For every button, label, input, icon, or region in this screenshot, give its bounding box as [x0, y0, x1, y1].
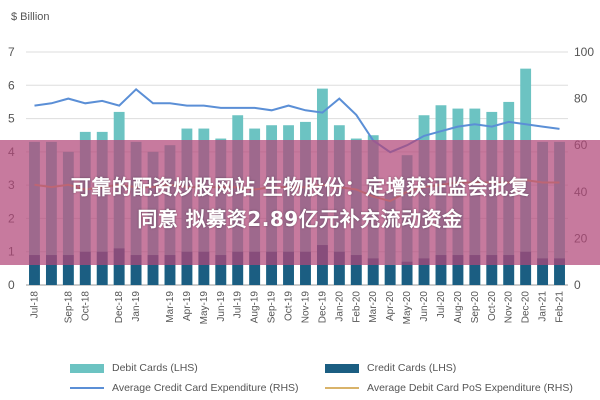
y-tick-label: 0 [8, 278, 15, 292]
x-tick-label: Jul-18 [29, 291, 40, 319]
x-tick-label: Dec-20 [521, 291, 532, 324]
bar-credit [113, 248, 125, 285]
x-tick-label: Jun-19 [216, 291, 227, 322]
y2-tick-label: 0 [574, 278, 581, 292]
legend-swatch-avg-credit [70, 387, 104, 389]
x-tick-label: Sep-19 [267, 291, 278, 324]
bar-credit [181, 251, 193, 285]
bar-credit [283, 251, 294, 285]
x-tick-label: Aug-20 [453, 291, 464, 324]
bar-credit [215, 255, 227, 285]
x-tick-label: Jan-19 [131, 291, 142, 322]
x-tick-label: Jun-20 [419, 291, 430, 322]
x-tick-label: Jan-20 [334, 291, 345, 322]
legend-item-credit-cards: Credit Cards (LHS) [325, 362, 456, 374]
bar-credit [62, 255, 74, 285]
bar-credit [249, 251, 261, 285]
legend-item-avg-credit: Average Credit Card Expenditure (RHS) [70, 382, 299, 394]
legend-label-credit: Credit Cards (LHS) [367, 362, 457, 374]
bar-credit [350, 255, 362, 285]
y-tick-label: 6 [8, 78, 15, 92]
legend-label-avg-debit: Average Debit Card PoS Expenditure (RHS) [367, 382, 573, 394]
bar-credit [130, 255, 142, 285]
x-tick-label: Nov-20 [504, 291, 515, 324]
bar-credit [537, 258, 549, 285]
line-avg-credit [34, 87, 560, 154]
x-tick-label: Feb-20 [351, 291, 362, 323]
headline-line-1: 可靠的配资炒股网站 生物股份：定增获证监会批复 [70, 174, 530, 199]
x-tick-label: Dec-18 [114, 291, 125, 324]
bar-credit [435, 255, 447, 285]
x-tick-label: Nov-19 [300, 291, 311, 324]
bar-credit [79, 251, 91, 285]
bar-credit [418, 258, 430, 285]
bar-credit [96, 251, 108, 285]
bar-credit [469, 255, 481, 285]
x-tick-label: Jul-20 [436, 291, 447, 319]
bar-credit [333, 251, 345, 285]
x-tick-label: Oct-20 [487, 291, 498, 321]
bar-credit [503, 255, 515, 285]
bar-credit [147, 255, 159, 285]
y2-tick-label: 80 [574, 92, 588, 106]
x-tick-label: Sep-18 [63, 291, 74, 324]
bar-credit [384, 265, 396, 285]
bar-credit [520, 251, 532, 285]
bar-credit [198, 251, 210, 285]
x-tick-label: Mar-20 [368, 291, 379, 323]
x-tick-label: Oct-18 [80, 291, 91, 321]
x-tick-label: Oct-19 [284, 291, 295, 321]
bar-credit [29, 255, 40, 285]
bar-credit [554, 258, 565, 285]
x-tick-label: Jul-19 [233, 291, 244, 319]
legend-item-avg-debit: Average Debit Card PoS Expenditure (RHS) [325, 382, 573, 394]
x-tick-label: May-20 [402, 291, 413, 325]
y-axis-label: $ Billion [11, 11, 50, 23]
x-tick-label: Apr-20 [385, 291, 396, 321]
x-tick-label: Apr-19 [182, 291, 193, 321]
legend-swatch-debit [70, 363, 104, 373]
y-tick-label: 5 [8, 112, 15, 126]
headline-banner[interactable]: 可靠的配资炒股网站 生物股份：定增获证监会批复 同意 拟募资2.89亿元补充流动… [0, 140, 600, 265]
bar-credit [316, 245, 328, 285]
bar-credit [452, 255, 464, 285]
x-tick-label: May-19 [199, 291, 210, 325]
y-tick-label: 7 [8, 45, 15, 59]
x-tick-label: Aug-19 [250, 291, 261, 324]
legend-label-avg-credit: Average Credit Card Expenditure (RHS) [112, 382, 299, 394]
x-tick-label: Jan-21 [538, 291, 549, 322]
bar-credit [164, 255, 176, 285]
headline-line-2: 同意 拟募资2.89亿元补充流动资金 [137, 206, 463, 231]
x-tick-label: Sep-20 [470, 291, 481, 324]
legend: Debit Cards (LHS) Credit Cards (LHS) Ave… [0, 358, 600, 400]
x-tick-label: Dec-19 [317, 291, 328, 324]
bar-credit [300, 251, 311, 285]
x-axis: Jul-18 Sep-18 Oct-18 Dec-18 Jan-19 Mar-19 Apr-… [29, 291, 565, 325]
bar-credit [232, 251, 244, 285]
x-tick-label: Feb-21 [555, 291, 566, 323]
bar-credit [45, 255, 57, 285]
legend-swatch-avg-debit [325, 387, 359, 389]
y2-tick-label: 100 [574, 45, 594, 59]
x-tick-label: Mar-19 [165, 291, 176, 323]
bar-credit [401, 261, 413, 285]
legend-swatch-credit [325, 363, 359, 373]
legend-label-debit: Debit Cards (LHS) [112, 362, 198, 374]
bar-credit [266, 251, 278, 285]
bar-credit [367, 258, 379, 285]
bar-credit [486, 255, 498, 285]
legend-item-debit-cards: Debit Cards (LHS) [70, 362, 198, 374]
